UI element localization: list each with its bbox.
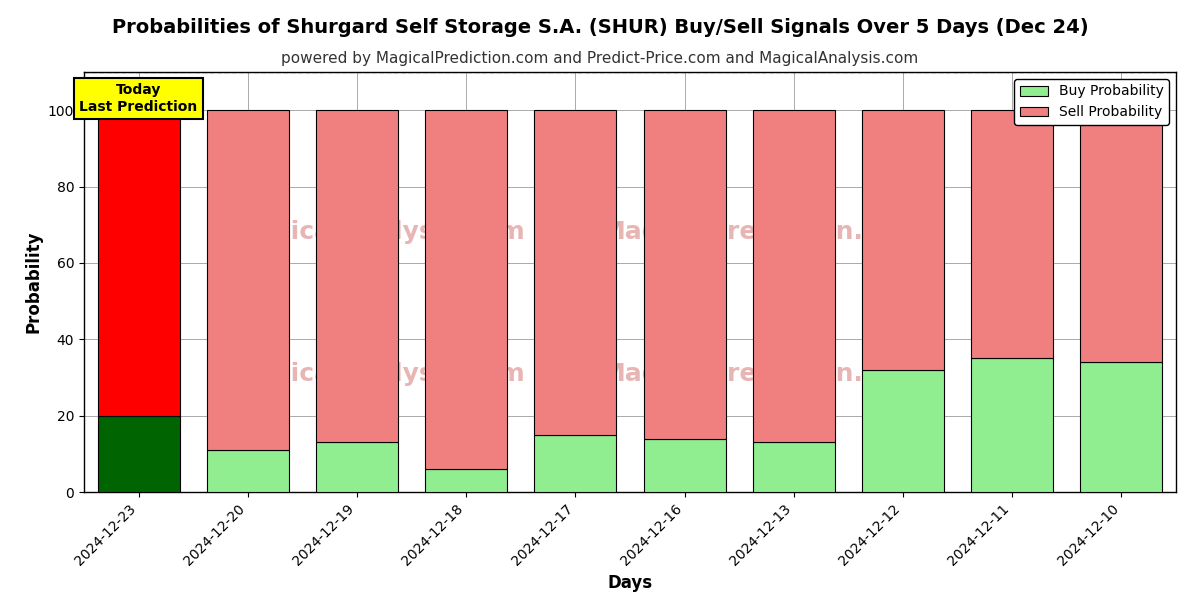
Bar bbox=[425, 110, 508, 469]
Text: Probabilities of Shurgard Self Storage S.A. (SHUR) Buy/Sell Signals Over 5 Days : Probabilities of Shurgard Self Storage S… bbox=[112, 18, 1088, 37]
Text: MagicalAnalysis.com: MagicalAnalysis.com bbox=[232, 362, 526, 386]
Bar bbox=[1080, 362, 1163, 492]
Bar bbox=[752, 442, 835, 492]
Text: MagicalAnalysis.com: MagicalAnalysis.com bbox=[232, 220, 526, 244]
Text: Today
Last Prediction: Today Last Prediction bbox=[79, 83, 198, 113]
Bar bbox=[971, 358, 1054, 492]
Y-axis label: Probability: Probability bbox=[24, 231, 42, 333]
Bar bbox=[643, 110, 726, 439]
Text: powered by MagicalPrediction.com and Predict-Price.com and MagicalAnalysis.com: powered by MagicalPrediction.com and Pre… bbox=[281, 51, 919, 66]
Bar bbox=[206, 450, 289, 492]
Bar bbox=[316, 110, 398, 442]
Bar bbox=[1080, 110, 1163, 362]
Text: MagicalPrediction.com: MagicalPrediction.com bbox=[600, 220, 922, 244]
Bar bbox=[97, 110, 180, 416]
Legend: Buy Probability, Sell Probability: Buy Probability, Sell Probability bbox=[1014, 79, 1169, 125]
Bar bbox=[862, 370, 944, 492]
Bar bbox=[97, 416, 180, 492]
Bar bbox=[862, 110, 944, 370]
X-axis label: Days: Days bbox=[607, 574, 653, 592]
Bar bbox=[425, 469, 508, 492]
Bar bbox=[534, 435, 617, 492]
Text: MagicalPrediction.com: MagicalPrediction.com bbox=[600, 362, 922, 386]
Bar bbox=[206, 110, 289, 450]
Bar bbox=[752, 110, 835, 442]
Bar bbox=[316, 442, 398, 492]
Bar bbox=[971, 110, 1054, 358]
Bar bbox=[643, 439, 726, 492]
Bar bbox=[534, 110, 617, 435]
